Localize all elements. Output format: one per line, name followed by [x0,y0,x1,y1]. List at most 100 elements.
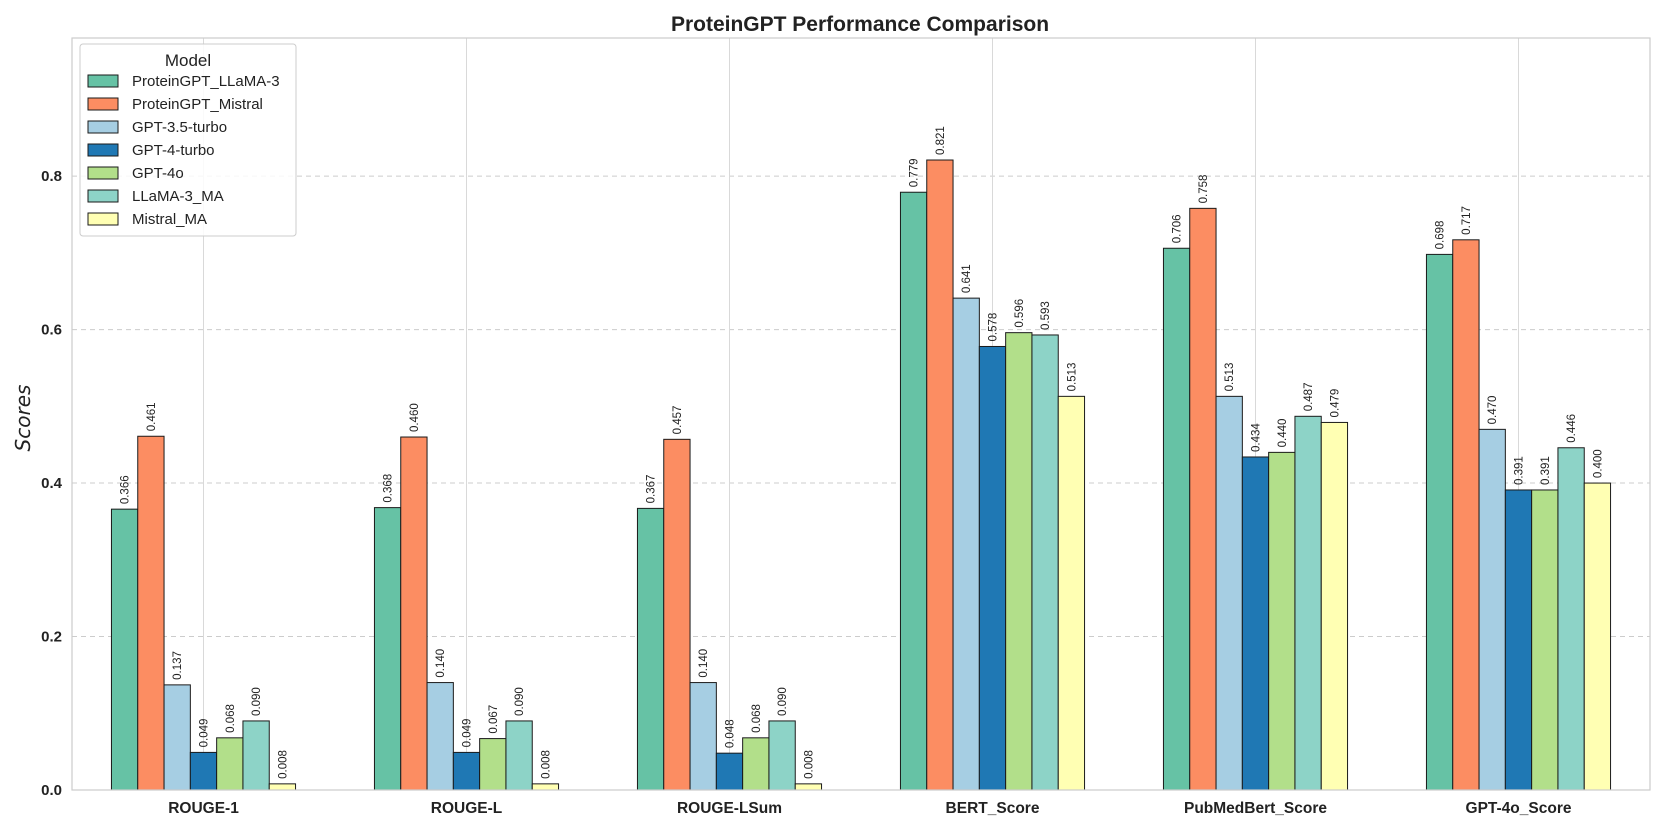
y-tick-label: 0.8 [41,168,62,185]
bar [1031,334,1059,791]
bar [400,436,428,791]
bar [479,738,507,791]
legend-swatch [87,143,119,157]
bar [926,159,954,791]
bar-value-label: 0.366 [120,475,132,504]
legend-entry: GPT-4-turbo [132,142,215,159]
bar-value-label: 0.400 [1592,449,1604,478]
legend-entry: Mistral_MA [132,211,207,228]
bar-value-label: 0.140 [435,649,447,678]
bar [1268,451,1296,791]
legend-entry: GPT-3.5-turbo [132,119,227,136]
bar [899,191,928,791]
legend-swatch [87,212,119,226]
bar-value-label: 0.821 [935,126,947,155]
y-tick-label: 0.6 [41,322,62,339]
bar-value-label: 0.090 [777,687,789,716]
bar [768,720,796,791]
legend-box [79,43,297,237]
bar [689,682,717,791]
bar [978,345,1007,791]
bar [1215,395,1243,791]
legend-swatch [87,166,119,180]
bar [1162,247,1191,791]
bar-value-label: 0.008 [277,750,289,779]
bar [189,751,218,791]
bar-value-label: 0.578 [988,313,1000,342]
bar-value-label: 0.090 [251,687,263,716]
plot-frame [71,37,1651,791]
bar-value-label: 0.137 [172,651,184,680]
bar-value-label: 0.460 [409,403,421,432]
legend-entry: ProteinGPT_Mistral [132,96,263,113]
bar-value-label: 0.440 [1277,419,1289,448]
bar [137,435,165,791]
bar [742,737,770,791]
bar-value-label: 0.593 [1040,301,1052,330]
bar [1189,207,1217,791]
x-tick-label: GPT-4o_Score [1466,800,1572,817]
bar-value-label: 0.008 [803,750,815,779]
legend-entry: LLaMA-3_MA [132,188,224,205]
bar [1241,456,1270,791]
bar-value-label: 0.457 [672,406,684,435]
x-tick-label: ROUGE-LSum [677,800,782,817]
legend-swatch [87,97,119,111]
bar [715,752,744,791]
legend-swatch [87,189,119,203]
bar-value-label: 0.487 [1303,383,1315,412]
bar [1425,253,1454,791]
bar-value-label: 0.698 [1435,221,1447,250]
bar [426,682,454,791]
bar [163,684,191,791]
bar [1452,239,1480,791]
bar-value-label: 0.068 [751,704,763,733]
y-tick-labels: 0.0 0.2 0.4 0.6 0.8 [41,168,63,799]
y-tick-label: 0.2 [41,629,62,646]
bar-value-label: 0.461 [146,402,158,431]
y-tick-label: 0.4 [41,475,63,492]
bar-value-label: 0.391 [1540,456,1552,485]
bar [636,507,665,791]
x-tick-label: ROUGE-1 [168,800,239,817]
bar-value-label: 0.434 [1251,423,1263,452]
bar-value-label: 0.479 [1329,389,1341,418]
y-tick-label: 0.0 [41,782,62,799]
legend-swatch [87,74,119,88]
bar-value-label: 0.717 [1461,206,1473,235]
legend-entry: ProteinGPT_LLaMA-3 [132,73,280,90]
bar [1504,489,1533,791]
bar [216,737,244,791]
bar [531,783,560,791]
bar [373,507,402,791]
x-tick-label: PubMedBert_Score [1184,800,1327,817]
bar-value-label: 0.008 [540,750,552,779]
bar [1294,415,1322,791]
bar [268,783,297,791]
bar [1583,482,1612,791]
bar-value-label: 0.470 [1487,396,1499,425]
bars: 0.366 0.461 0.137 0.049 0.068 0.090 0.008 0.368… [110,126,1612,791]
bar-value-label: 0.140 [698,649,710,678]
x-tick-label: BERT_Score [946,800,1040,817]
legend-title: Model [165,51,211,70]
bar [794,783,823,791]
bar-value-label: 0.090 [514,687,526,716]
bar-value-label: 0.513 [1224,363,1236,392]
legend-swatch [87,120,119,134]
bar [1478,428,1506,791]
legend: Model ProteinGPT_LLaMA-3 ProteinGPT_Mistra… [79,43,297,237]
bar-value-label: 0.391 [1514,456,1526,485]
bar-value-label: 0.779 [909,158,921,187]
bar-value-label: 0.368 [383,474,395,503]
bar-value-label: 0.367 [646,475,658,504]
bar [505,720,533,791]
bar [952,297,980,791]
bar [452,751,481,791]
bar-value-label: 0.513 [1066,363,1078,392]
bar-value-label: 0.706 [1172,214,1184,243]
bar [242,720,270,791]
bar-value-label: 0.067 [488,705,500,734]
bar [1005,332,1033,791]
